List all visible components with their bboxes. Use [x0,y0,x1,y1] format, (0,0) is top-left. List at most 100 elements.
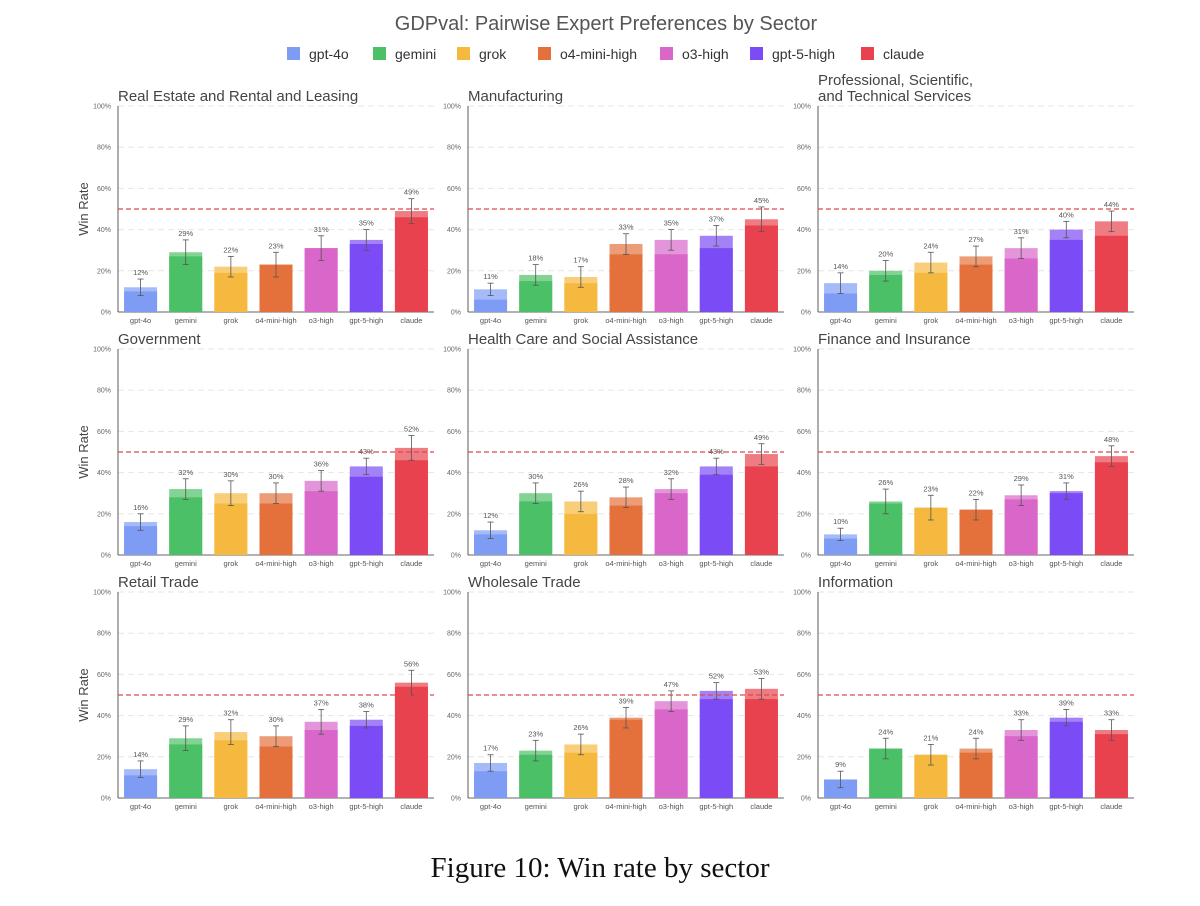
bar-win-grok [914,272,948,312]
x-tick-label-o3-high: o3-high [1009,559,1034,568]
x-tick-label-gemini: gemini [525,316,547,325]
panels: Real Estate and Rental and Leasing 0% 20% 4… [76,72,1134,811]
x-tick-label-grok: grok [574,802,589,811]
x-tick-label-gpt-5-high: gpt-5-high [349,559,383,568]
y-tick-label: 20% [797,268,811,275]
x-tick-label-gpt-4o: gpt-4o [830,802,851,811]
bar-win-claude [394,686,428,798]
bar-win-gpt-5-high [699,248,733,312]
bar-win-o3-high [1004,258,1038,312]
y-tick-label: 100% [793,347,811,354]
data-label-o3-high: 33% [1014,709,1029,718]
data-label-gpt-5-high: 31% [1059,472,1074,481]
y-tick-label: 100% [443,590,461,597]
x-tick-label-gpt-5-high: gpt-5-high [349,316,383,325]
x-tick-label-claude: claude [1100,802,1122,811]
x-tick-label-o4-mini-high: o4-mini-high [955,802,996,811]
legend-swatch-gpt-5-high [750,47,763,60]
x-tick-label-o3-high: o3-high [659,559,684,568]
bar-win-o4-mini-high [609,719,643,798]
bar-win-claude [1094,734,1128,798]
bar-win-claude [744,699,778,798]
x-tick-label-gpt-4o: gpt-4o [480,559,501,568]
x-tick-label-grok: grok [224,316,239,325]
data-label-gpt-4o: 14% [133,750,148,759]
panel-title: Real Estate and Rental and Leasing [118,88,358,105]
data-label-gpt-4o: 14% [833,262,848,271]
bar-win-grok [214,272,248,312]
x-tick-label-gpt-4o: gpt-4o [130,559,151,568]
data-label-claude: 52% [404,425,419,434]
chart-title: GDPval: Pairwise Expert Preferences by S… [395,13,818,35]
bar-win-claude [394,460,428,555]
legend-label-claude: claude [883,46,924,62]
data-label-gpt-5-high: 39% [1059,698,1074,707]
panel-8: Information 0% 20% 40% 60% 80% 100% 9% gpt-4o 24%… [793,574,1134,811]
y-tick-label: 40% [97,713,111,720]
y-tick-label: 0% [801,553,811,560]
x-tick-label-grok: grok [924,559,939,568]
bar-win-gpt-5-high [1049,721,1083,798]
bar-win-o3-high [654,709,688,798]
legend-label-grok: grok [479,46,507,62]
data-label-grok: 21% [923,733,938,742]
x-tick-label-claude: claude [750,559,772,568]
x-tick-label-gpt-5-high: gpt-5-high [699,802,733,811]
x-tick-label-claude: claude [750,316,772,325]
data-label-grok: 22% [223,245,238,254]
y-tick-label: 40% [447,713,461,720]
y-tick-label: 40% [447,227,461,234]
bar-win-o3-high [304,491,338,555]
data-label-gemini: 32% [178,468,193,477]
bar-win-o4-mini-high [259,746,293,798]
bar-win-o4-mini-high [959,264,993,312]
y-tick-label: 100% [443,104,461,111]
y-tick-label: 80% [797,388,811,395]
legend-label-o3-high: o3-high [682,46,729,62]
y-tick-label: 0% [451,553,461,560]
figure-canvas: GDPval: Pairwise Expert Preferences by S… [76,13,1134,811]
bar-win-gpt-5-high [349,476,383,555]
x-tick-label-gpt-4o: gpt-4o [130,316,151,325]
x-tick-label-claude: claude [400,802,422,811]
legend-swatch-claude [861,47,874,60]
x-tick-label-gpt-5-high: gpt-5-high [1049,559,1083,568]
data-label-gemini: 18% [528,254,543,263]
bar-win-claude [744,466,778,555]
panel-title: Information [818,574,893,591]
bar-win-o3-high [1004,736,1038,798]
data-label-o3-high: 36% [314,460,329,469]
x-tick-label-claude: claude [1100,559,1122,568]
x-tick-label-o4-mini-high: o4-mini-high [605,316,646,325]
data-label-claude: 53% [754,668,769,677]
y-tick-label: 100% [793,590,811,597]
y-tick-label: 60% [97,429,111,436]
y-tick-label: 0% [801,796,811,803]
bar-win-o4-mini-high [609,254,643,312]
data-label-claude: 49% [404,188,419,197]
panel-title: Health Care and Social Assistance [468,331,698,348]
x-tick-label-gemini: gemini [175,559,197,568]
data-label-gemini: 29% [178,715,193,724]
bar-win-gpt-4o [474,299,508,312]
legend-swatch-o4-mini-high [538,47,551,60]
x-tick-label-claude: claude [400,559,422,568]
data-label-gpt-4o: 16% [133,503,148,512]
y-tick-label: 20% [797,511,811,518]
y-tick-label: 20% [447,511,461,518]
panel-5: Finance and Insurance 0% 20% 40% 60% 80% 100% 1… [793,331,1134,568]
panel-title: Wholesale Trade [468,574,581,591]
bar-win-o4-mini-high [259,503,293,555]
bar-win-gpt-4o [824,779,858,798]
y-tick-label: 80% [797,631,811,638]
y-tick-label: 20% [447,754,461,761]
x-tick-label-claude: claude [1100,316,1122,325]
data-label-o3-high: 47% [664,680,679,689]
y-tick-label: 80% [797,145,811,152]
bar-win-claude [1094,235,1128,312]
y-tick-label: 80% [447,388,461,395]
x-tick-label-gpt-4o: gpt-4o [480,802,501,811]
legend-label-gpt-4o: gpt-4o [309,46,349,62]
x-tick-label-o4-mini-high: o4-mini-high [255,559,296,568]
bar-win-o3-high [304,730,338,798]
